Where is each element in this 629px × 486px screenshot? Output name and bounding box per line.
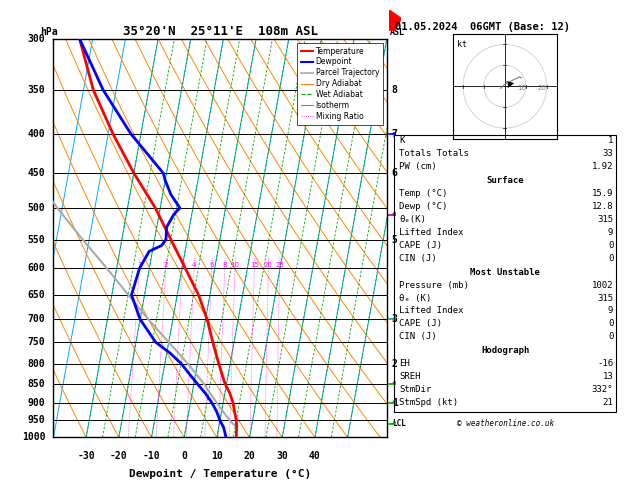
Text: 10: 10 — [211, 451, 223, 461]
Text: LCL: LCL — [392, 419, 406, 428]
Text: CAPE (J): CAPE (J) — [399, 319, 442, 329]
Text: 0: 0 — [608, 254, 613, 262]
Text: -20: -20 — [110, 451, 128, 461]
Text: Hodograph: Hodograph — [481, 347, 530, 355]
Text: 10: 10 — [517, 86, 526, 91]
Text: 0: 0 — [608, 319, 613, 329]
Text: 20: 20 — [538, 86, 547, 91]
Text: 7: 7 — [392, 129, 398, 139]
Text: 2: 2 — [392, 359, 398, 368]
Text: 400: 400 — [28, 129, 45, 139]
Text: 332°: 332° — [592, 385, 613, 394]
Text: Temp (°C): Temp (°C) — [399, 189, 448, 198]
Text: 15.9: 15.9 — [592, 189, 613, 198]
Text: 5: 5 — [392, 235, 398, 244]
Text: 0: 0 — [608, 241, 613, 250]
Text: 800: 800 — [28, 359, 45, 368]
Text: Pressure (mb): Pressure (mb) — [399, 281, 469, 290]
Text: 6: 6 — [209, 262, 214, 268]
Text: 700: 700 — [28, 314, 45, 324]
Text: 650: 650 — [28, 290, 45, 300]
Text: 1: 1 — [608, 137, 613, 145]
Text: EH: EH — [399, 359, 410, 368]
Text: Lifted Index: Lifted Index — [399, 228, 464, 237]
Text: km
ASL: km ASL — [390, 17, 405, 37]
Text: SREH: SREH — [399, 372, 421, 381]
Text: 4: 4 — [192, 262, 196, 268]
Text: CAPE (J): CAPE (J) — [399, 241, 442, 250]
Text: 900: 900 — [28, 398, 45, 408]
Text: 315: 315 — [597, 294, 613, 303]
Text: 600: 600 — [28, 263, 45, 273]
Text: 6: 6 — [392, 168, 398, 178]
Text: 10: 10 — [231, 262, 240, 268]
Text: 0: 0 — [181, 451, 187, 461]
Text: StmSpd (kt): StmSpd (kt) — [399, 398, 459, 407]
Text: 450: 450 — [28, 168, 45, 178]
Text: 25: 25 — [276, 262, 284, 268]
Text: 1.92: 1.92 — [592, 162, 613, 171]
Text: 20: 20 — [264, 262, 273, 268]
Text: 30: 30 — [276, 451, 288, 461]
Text: Dewp (°C): Dewp (°C) — [399, 202, 448, 211]
Text: 2: 2 — [164, 262, 168, 268]
Text: K: K — [399, 137, 405, 145]
Text: 1002: 1002 — [592, 281, 613, 290]
Text: -10: -10 — [143, 451, 160, 461]
Text: kt: kt — [457, 40, 467, 49]
Text: 850: 850 — [28, 379, 45, 389]
Text: CIN (J): CIN (J) — [399, 332, 437, 341]
Text: Totals Totals: Totals Totals — [399, 149, 469, 158]
Text: 300: 300 — [28, 34, 45, 44]
Legend: Temperature, Dewpoint, Parcel Trajectory, Dry Adiabat, Wet Adiabat, Isotherm, Mi: Temperature, Dewpoint, Parcel Trajectory… — [298, 43, 383, 125]
Text: Lifted Index: Lifted Index — [399, 307, 464, 315]
Text: Most Unstable: Most Unstable — [470, 268, 540, 277]
Text: 550: 550 — [28, 235, 45, 244]
Text: 13: 13 — [603, 372, 613, 381]
Text: 1: 1 — [137, 262, 142, 268]
Text: 1: 1 — [392, 398, 398, 408]
Text: 750: 750 — [28, 337, 45, 347]
Text: -30: -30 — [77, 451, 95, 461]
Text: 9: 9 — [608, 228, 613, 237]
Text: 15: 15 — [250, 262, 259, 268]
Text: © weatheronline.co.uk: © weatheronline.co.uk — [457, 419, 554, 428]
Text: 12.8: 12.8 — [592, 202, 613, 211]
Text: 500: 500 — [28, 203, 45, 213]
Text: 0: 0 — [608, 332, 613, 341]
Title: 35°20'N  25°11'E  108m ASL: 35°20'N 25°11'E 108m ASL — [123, 25, 318, 38]
Text: 950: 950 — [28, 416, 45, 425]
Text: 01.05.2024  06GMT (Base: 12): 01.05.2024 06GMT (Base: 12) — [395, 22, 570, 32]
Text: 8: 8 — [392, 85, 398, 95]
Text: hPa: hPa — [40, 27, 58, 37]
Polygon shape — [389, 10, 401, 30]
Text: 21: 21 — [603, 398, 613, 407]
Text: 350: 350 — [28, 85, 45, 95]
Text: 8: 8 — [223, 262, 227, 268]
Text: 1000: 1000 — [21, 433, 45, 442]
Text: 20: 20 — [243, 451, 255, 461]
Text: 33: 33 — [603, 149, 613, 158]
Text: 315: 315 — [597, 215, 613, 224]
Text: 9: 9 — [608, 307, 613, 315]
Text: CIN (J): CIN (J) — [399, 254, 437, 262]
Text: 40: 40 — [309, 451, 321, 461]
Text: StmDir: StmDir — [399, 385, 431, 394]
Text: θₑ (K): θₑ (K) — [399, 294, 431, 303]
Text: -16: -16 — [597, 359, 613, 368]
Text: Surface: Surface — [487, 176, 524, 185]
Text: Dewpoint / Temperature (°C): Dewpoint / Temperature (°C) — [129, 469, 311, 479]
Text: PW (cm): PW (cm) — [399, 162, 437, 171]
Text: 3: 3 — [180, 262, 184, 268]
Text: 3: 3 — [392, 314, 398, 324]
Text: θₑ(K): θₑ(K) — [399, 215, 426, 224]
